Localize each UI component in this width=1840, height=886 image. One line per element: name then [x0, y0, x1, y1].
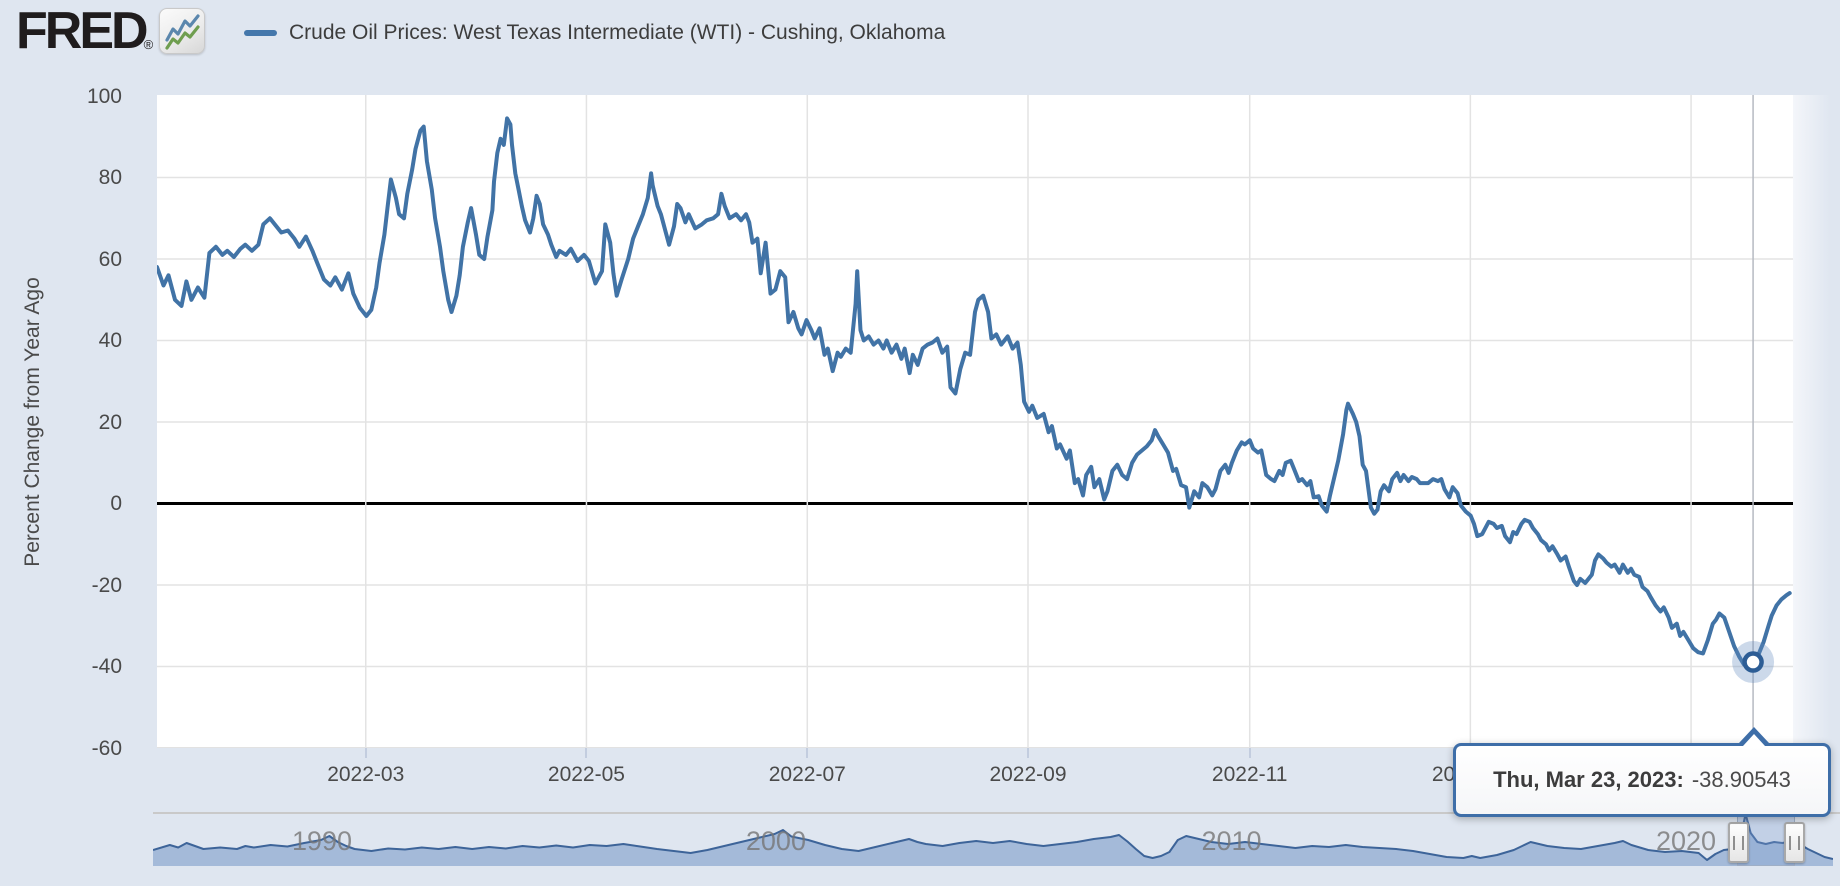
x-tick-mark — [364, 748, 367, 758]
header: FRED ® Crude Oil Prices: West Texas Inte… — [0, 0, 1840, 95]
legend-line-swatch — [244, 30, 277, 36]
registered-trademark: ® — [143, 37, 154, 52]
series-title: Crude Oil Prices: West Texas Intermediat… — [289, 21, 946, 44]
range-handle-right[interactable] — [1784, 822, 1806, 863]
highlighted-point-marker[interactable] — [1742, 651, 1764, 673]
fred-logo[interactable]: FRED ® — [16, 2, 206, 60]
range-year-label: 2010 — [1201, 826, 1262, 856]
y-tick-label: -20 — [91, 573, 122, 597]
x-tick-label: 2022-11 — [1211, 763, 1288, 786]
x-tick-mark — [806, 748, 809, 758]
series-line-wti — [157, 116, 1792, 667]
x-tick-label: 2022-05 — [547, 763, 625, 786]
data-tooltip: Thu, Mar 23, 2023: -38.90543 — [1453, 727, 1831, 817]
x-tick-mark — [585, 748, 588, 758]
y-tick-label: 100 — [86, 84, 122, 108]
handle-grip-icon — [1733, 835, 1745, 850]
range-year-label: 1990 — [291, 826, 353, 856]
x-tick-label: 2022-09 — [989, 763, 1067, 786]
y-tick-label: 80 — [98, 166, 122, 189]
tooltip-date: Thu, Mar 23, 2023: — [1493, 767, 1684, 792]
y-tick-label: 0 — [110, 492, 122, 515]
plot-right-fade — [1793, 95, 1840, 748]
main-chart-svg — [157, 95, 1793, 748]
main-plot-area[interactable] — [157, 95, 1793, 748]
mini-area-fill — [153, 814, 1833, 866]
y-tick-label: 20 — [98, 410, 122, 434]
y-tick-label: -40 — [91, 655, 122, 678]
fred-sparkline-icon — [159, 8, 206, 54]
range-selector-chart[interactable] — [153, 812, 1833, 866]
x-tick-mark — [1027, 748, 1029, 758]
tooltip-value: -38.90543 — [1691, 767, 1791, 792]
mini-series-line — [153, 813, 1833, 861]
x-tick-label: 2022-07 — [768, 763, 846, 786]
x-tick-label: 2022-03 — [327, 763, 405, 786]
handle-grip-icon — [1789, 835, 1801, 850]
range-year-label: 2020 — [1655, 826, 1717, 856]
y-tick-label: 40 — [98, 329, 122, 352]
range-handle-left[interactable] — [1728, 822, 1750, 863]
range-selector-separator — [153, 812, 1840, 814]
y-tick-label: 60 — [98, 247, 122, 271]
chart-legend: Crude Oil Prices: West Texas Intermediat… — [244, 0, 945, 66]
x-tick-mark — [1248, 748, 1251, 758]
range-year-label: 2000 — [745, 826, 806, 856]
y-tick-label: -60 — [91, 736, 122, 760]
fred-logo-text: FRED — [16, 2, 149, 60]
